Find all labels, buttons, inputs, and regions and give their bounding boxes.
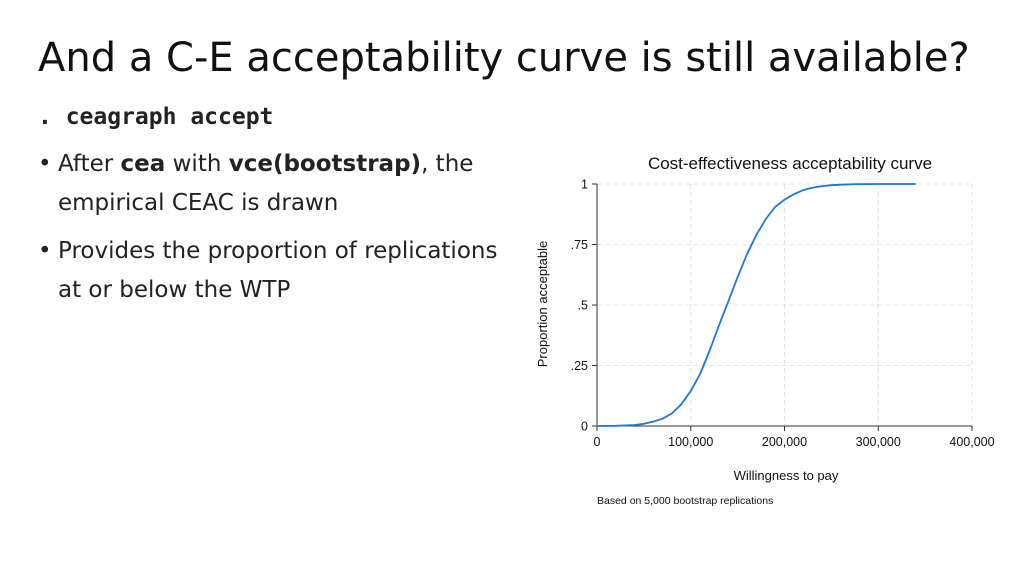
x-tick-label: 0 bbox=[594, 435, 601, 449]
bullet-text: After cea with vce(bootstrap), the empir… bbox=[58, 151, 473, 216]
bullet-segment: , the empirical CEAC is drawn bbox=[58, 151, 474, 216]
y-tick-label: 1 bbox=[581, 178, 588, 192]
bullet-segment: with bbox=[165, 151, 229, 177]
chart-axes: 0 .25 .5 .75 1 0 100,000 200,000 300,000 400,000 bbox=[571, 178, 995, 450]
y-axis-label: Proportion acceptable bbox=[535, 241, 550, 367]
bullet-text: Provides the proportion of replications … bbox=[58, 238, 498, 303]
bullet-dot-icon: • bbox=[38, 238, 52, 264]
x-tick-label: 400,000 bbox=[949, 435, 994, 449]
x-tick-label: 100,000 bbox=[668, 435, 713, 449]
bullet-segment: After bbox=[58, 151, 121, 177]
chart-series bbox=[596, 183, 916, 427]
bullet-item-cea-bootstrap: • After cea with vce(bootstrap), the emp… bbox=[38, 145, 508, 223]
ceac-chart: Cost-effectiveness acceptability curve 0… bbox=[535, 154, 995, 507]
x-tick-label: 200,000 bbox=[762, 435, 807, 449]
x-tick-label: 300,000 bbox=[856, 435, 901, 449]
bullet-segment-bold: cea bbox=[120, 151, 166, 177]
chart-note: Based on 5,000 bootstrap replications bbox=[597, 495, 773, 507]
chart-grid bbox=[596, 183, 973, 427]
y-tick-label: .25 bbox=[571, 359, 588, 373]
y-tick-label: 0 bbox=[581, 420, 588, 434]
y-tick-label: .5 bbox=[578, 299, 588, 313]
ceac-series-line bbox=[596, 183, 916, 427]
x-axis-label: Willingness to pay bbox=[734, 468, 839, 483]
bullet-item-proportion: • Provides the proportion of replication… bbox=[38, 232, 508, 310]
chart-title: Cost-effectiveness acceptability curve bbox=[648, 154, 932, 173]
y-tick-label: .75 bbox=[571, 238, 588, 252]
bullet-list: • After cea with vce(bootstrap), the emp… bbox=[38, 145, 508, 319]
bullet-segment-bold: vce(bootstrap) bbox=[228, 151, 422, 177]
stata-command: . ceagraph accept bbox=[38, 104, 274, 130]
bullet-dot-icon: • bbox=[38, 151, 52, 177]
slide-title: And a C-E acceptability curve is still a… bbox=[38, 35, 970, 81]
